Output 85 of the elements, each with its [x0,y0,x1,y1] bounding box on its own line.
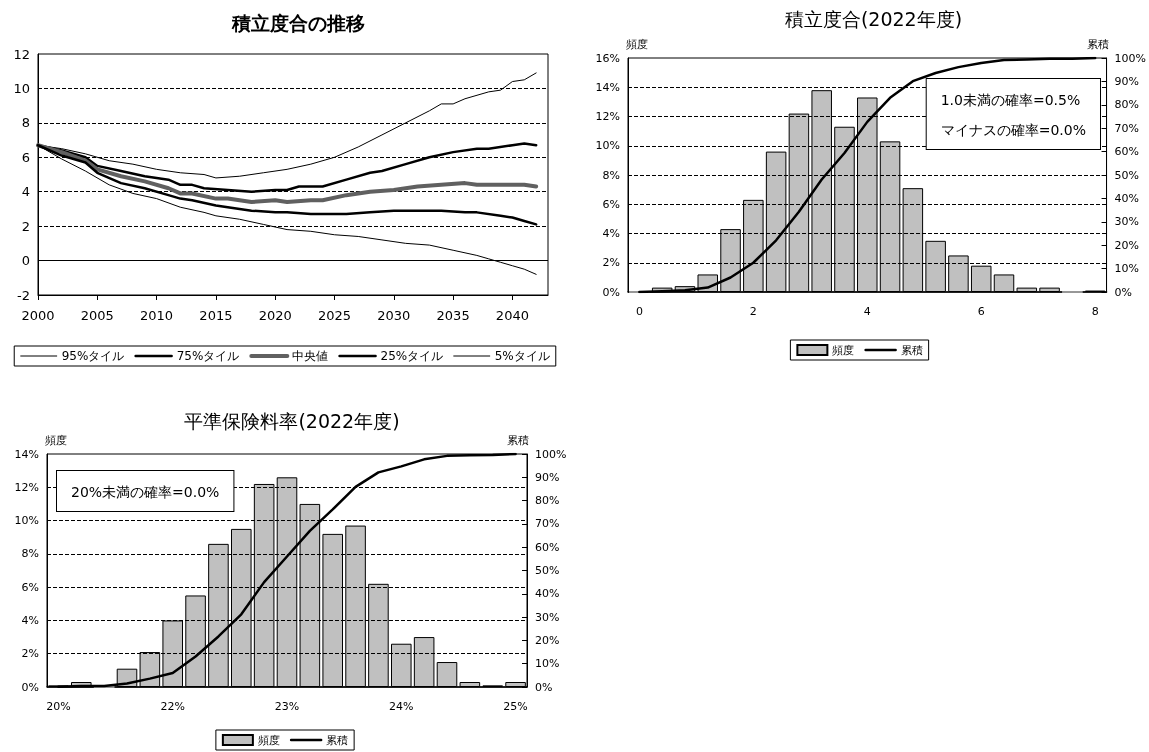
x-tick-label: 2040 [495,308,529,323]
y-tick-label: 10 [13,80,30,96]
y-axis-title: 頻度 [45,434,67,447]
y-axis-title: 頻度 [626,38,648,51]
legend-label: 頻度 [832,343,855,357]
legend-label: 75%タイル [176,349,240,363]
y-tick-label: 6 [21,149,30,165]
annotation: 1.0未満の確率=0.5% [940,92,1081,108]
y2-tick-label: 100% [535,447,567,461]
legend-label: 累積 [326,733,349,747]
y2-tick-label: 50% [535,564,560,577]
x-tick-label: 2035 [436,308,470,323]
legend-label: 5%タイル [494,349,550,363]
y-tick-label: 8% [602,168,620,182]
x-tick-label: 2 [749,305,757,318]
y-tick-label: 14% [14,447,39,461]
x-tick-label: 2000 [21,308,55,323]
y2-tick-label: 60% [535,540,560,554]
y-tick-label: 6% [602,197,620,211]
chart-title: 積立度合(2022年度) [784,7,963,30]
y-tick-label: 2% [602,256,620,270]
y-tick-label: 14% [595,80,620,94]
legend-label: 中央値 [292,349,329,363]
y2-tick-label: 90% [535,470,560,484]
y2-tick-label: 10% [535,657,560,671]
y-tick-label: 2% [21,647,39,661]
y-tick-label: 12% [595,110,620,123]
y2-tick-label: 60% [1114,145,1140,159]
y2-tick-label: 70% [535,517,560,531]
y2-axis-title: 累積 [507,434,529,447]
y-tick-label: 4% [21,613,39,627]
x-tick-label: 4 [863,305,871,318]
annotation: 20%未満の確率=0.0% [71,484,220,500]
x-tick-label: 25% [503,700,528,713]
y-tick-label: 8 [21,115,30,131]
y2-tick-label: 40% [1114,191,1140,205]
y-tick-label: 10% [14,514,39,528]
x-tick-label: 2025 [317,308,352,323]
y-tick-label: 0% [602,285,620,299]
y-tick-label: -2 [17,287,30,303]
y2-axis-title: 累積 [1086,38,1109,51]
y-tick-label: 4% [602,227,620,240]
x-tick-label: 23% [274,700,300,713]
y2-tick-label: 50% [1114,168,1140,182]
y-tick-label: 12% [14,480,39,494]
legend-label: 25%タイル [380,349,444,363]
legend-label: 頻度 [257,733,280,747]
x-tick-label: 24% [389,700,414,713]
y2-tick-label: 80% [1114,98,1140,112]
y2-tick-label: 30% [535,610,560,624]
y2-tick-label: 0% [1114,285,1133,299]
x-tick-label: 8 [1091,305,1099,318]
y-tick-label: 0 [21,253,30,269]
chart-title: 平準保険料率(2022年度) [184,409,400,432]
y-tick-label: 12 [13,46,30,62]
y2-tick-label: 0% [535,680,553,694]
y-tick-label: 2 [21,218,30,234]
y-tick-label: 6% [21,580,39,594]
y2-tick-label: 40% [535,587,560,601]
y-tick-label: 4 [21,184,30,200]
y-tick-label: 8% [21,547,39,561]
y2-tick-label: 20% [535,633,560,647]
x-tick-label: 22% [160,700,185,713]
x-tick-label: 2005 [80,308,114,323]
y2-tick-label: 10% [1114,262,1140,276]
x-tick-label: 2010 [140,308,174,323]
y2-tick-label: 70% [1114,121,1140,135]
x-tick-label: 20% [46,700,71,713]
x-tick-label: 2020 [258,308,292,323]
x-tick-label: 0 [635,305,643,318]
y2-tick-label: 20% [1114,238,1140,252]
x-tick-label: 2015 [199,308,233,323]
chart-title: 積立度合の推移 [230,11,365,34]
annotation: マイナスの確率=0.0% [940,122,1087,138]
y2-tick-label: 100% [1114,51,1147,65]
y-tick-label: 0% [21,680,39,694]
x-tick-label: 2030 [377,308,411,323]
legend-label: 95%タイル [61,349,125,363]
y2-tick-label: 30% [1114,215,1140,229]
y-tick-label: 10% [595,139,620,153]
y-tick-label: 16% [595,51,620,65]
legend-label: 累積 [900,343,923,357]
y2-tick-label: 80% [535,494,560,508]
x-tick-label: 6 [977,305,985,318]
y2-tick-label: 90% [1114,74,1140,88]
